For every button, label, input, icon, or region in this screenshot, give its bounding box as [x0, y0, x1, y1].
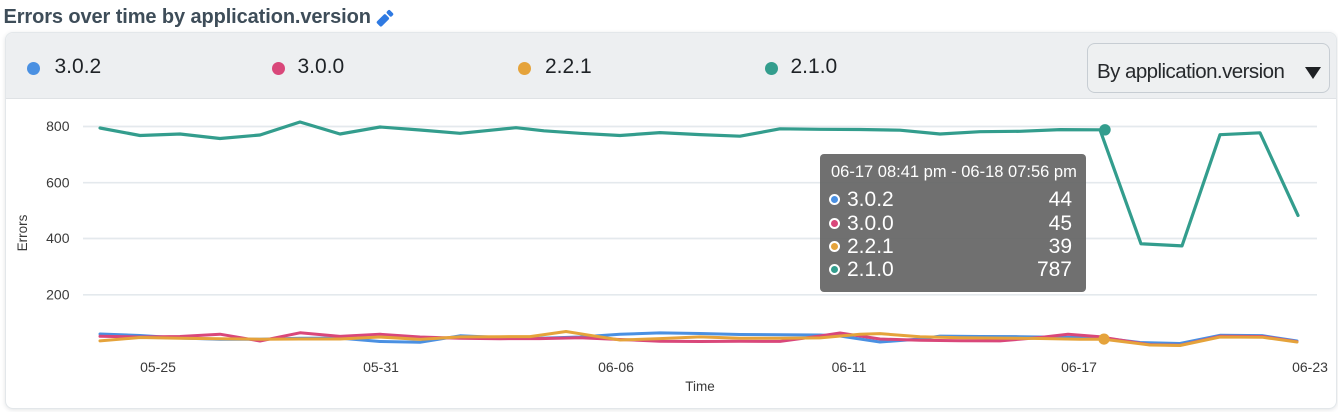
svg-text:200: 200 — [46, 287, 70, 303]
svg-text:06-23: 06-23 — [1292, 359, 1328, 375]
svg-text:Time: Time — [685, 379, 715, 394]
svg-text:800: 800 — [46, 118, 70, 134]
svg-text:06-11: 06-11 — [832, 359, 867, 375]
svg-text:05-31: 05-31 — [363, 359, 399, 375]
svg-text:Errors: Errors — [15, 214, 30, 251]
svg-text:400: 400 — [46, 230, 70, 246]
svg-text:05-25: 05-25 — [140, 359, 176, 375]
svg-text:06-06: 06-06 — [598, 359, 634, 375]
svg-text:06-17: 06-17 — [1061, 359, 1097, 375]
svg-text:600: 600 — [46, 174, 70, 190]
